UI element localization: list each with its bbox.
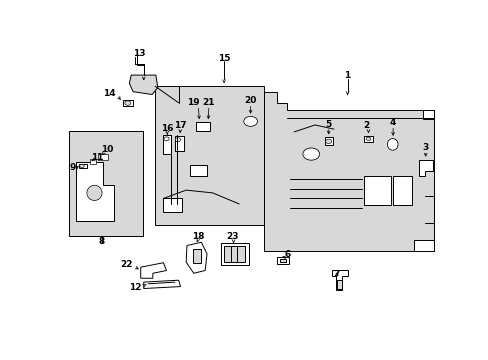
Polygon shape (331, 270, 347, 291)
Polygon shape (418, 159, 432, 176)
Text: 17: 17 (174, 121, 186, 130)
Text: 2: 2 (363, 121, 369, 130)
Bar (280, 259, 285, 262)
Text: 23: 23 (226, 232, 238, 241)
Circle shape (80, 164, 84, 168)
Polygon shape (175, 136, 184, 151)
Text: 11: 11 (91, 153, 103, 162)
Circle shape (244, 116, 257, 126)
Text: 22: 22 (120, 260, 132, 269)
Circle shape (124, 101, 131, 105)
Polygon shape (163, 135, 171, 154)
Bar (189, 165, 206, 176)
Polygon shape (163, 198, 182, 212)
Bar (79, 164, 87, 168)
Text: 19: 19 (187, 98, 200, 107)
Circle shape (163, 137, 169, 141)
Circle shape (325, 139, 331, 144)
Text: 18: 18 (192, 231, 204, 240)
Bar (324, 138, 332, 145)
Text: 10: 10 (101, 145, 113, 154)
Text: 6: 6 (284, 250, 290, 259)
Polygon shape (413, 240, 433, 251)
Ellipse shape (87, 185, 102, 201)
Polygon shape (141, 263, 166, 278)
Text: 7: 7 (332, 270, 339, 279)
Bar (277, 257, 289, 264)
Bar (195, 122, 210, 131)
Text: 20: 20 (244, 96, 256, 105)
Bar (422, 110, 433, 120)
Ellipse shape (386, 139, 397, 150)
Text: 21: 21 (202, 98, 214, 107)
Bar (224, 246, 244, 262)
Circle shape (366, 137, 370, 140)
Polygon shape (129, 75, 158, 94)
Bar (122, 100, 133, 106)
Text: 15: 15 (217, 54, 230, 63)
Bar (98, 154, 107, 159)
Bar (193, 249, 201, 263)
Text: 8: 8 (99, 237, 105, 246)
Text: 4: 4 (389, 118, 395, 127)
Text: 9: 9 (70, 163, 76, 172)
Bar (336, 280, 342, 289)
Bar (392, 176, 411, 205)
Polygon shape (186, 242, 206, 273)
Circle shape (175, 138, 180, 141)
Text: 13: 13 (132, 49, 145, 58)
Polygon shape (221, 243, 248, 265)
Polygon shape (264, 92, 433, 251)
Text: 16: 16 (161, 124, 173, 133)
Bar (364, 176, 390, 205)
Text: 14: 14 (103, 89, 116, 98)
Text: 3: 3 (422, 144, 428, 153)
Bar (364, 136, 372, 141)
Polygon shape (76, 162, 114, 221)
Polygon shape (155, 86, 264, 225)
Text: 5: 5 (325, 120, 331, 129)
Polygon shape (68, 131, 142, 236)
Polygon shape (143, 280, 180, 288)
Bar (89, 159, 96, 163)
Circle shape (302, 148, 319, 160)
Text: 12: 12 (129, 283, 141, 292)
Text: 1: 1 (344, 71, 350, 80)
